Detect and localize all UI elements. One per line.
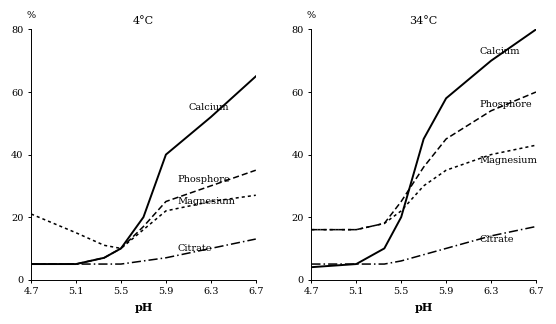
X-axis label: pH: pH: [415, 302, 433, 313]
Title: 4°C: 4°C: [133, 16, 154, 26]
Text: Phosphore: Phosphore: [177, 175, 230, 184]
Text: Magnesium: Magnesium: [177, 197, 235, 206]
Title: 34°C: 34°C: [410, 16, 438, 26]
Text: Calcium: Calcium: [480, 47, 520, 56]
Text: Calcium: Calcium: [188, 103, 229, 112]
Text: %: %: [307, 11, 316, 20]
Text: Citrate: Citrate: [480, 235, 514, 244]
Text: Citrate: Citrate: [177, 244, 212, 253]
Text: Magnesium: Magnesium: [480, 156, 538, 165]
Text: %: %: [27, 11, 36, 20]
X-axis label: pH: pH: [135, 302, 152, 313]
Text: Phosphore: Phosphore: [480, 100, 533, 109]
